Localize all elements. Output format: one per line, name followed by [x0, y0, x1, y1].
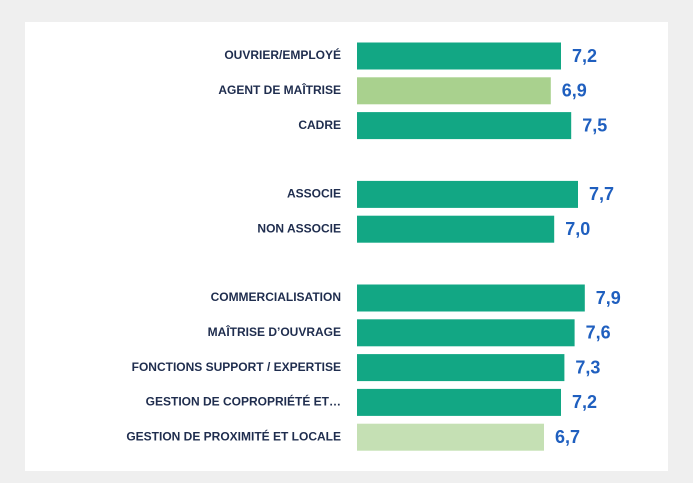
bar [357, 319, 575, 347]
value-label: 7,6 [586, 323, 611, 343]
value-label: 7,0 [565, 219, 590, 239]
bar [357, 284, 585, 312]
category-label: FONCTIONS SUPPORT / EXPERTISE [132, 360, 341, 374]
category-label: ASSOCIE [287, 187, 341, 201]
value-label: 6,7 [555, 427, 580, 447]
bar [357, 42, 561, 70]
category-label: GESTION DE PROXIMITÉ ET LOCALE [126, 428, 341, 443]
category-label: COMMERCIALISATION [211, 290, 341, 304]
value-label: 7,2 [572, 46, 597, 66]
value-label: 7,2 [572, 392, 597, 412]
category-label: NON ASSOCIE [257, 221, 341, 235]
category-label: GESTION DE COPROPRIÉTÉ ET… [146, 394, 341, 409]
value-label: 7,3 [575, 357, 600, 377]
bar [357, 112, 572, 140]
bar [357, 77, 551, 105]
category-label: MAÎTRISE D’OUVRAGE [208, 324, 341, 339]
value-label: 6,9 [562, 81, 587, 101]
category-label: OUVRIER/EMPLOYÉ [224, 47, 341, 62]
bar [357, 180, 578, 208]
value-label: 7,7 [589, 184, 614, 204]
bar [357, 388, 561, 416]
bar [357, 215, 555, 243]
value-label: 7,9 [596, 288, 621, 308]
category-label: AGENT DE MAÎTRISE [218, 82, 341, 97]
bar [357, 423, 544, 451]
category-label: CADRE [298, 118, 341, 132]
value-label: 7,5 [582, 115, 607, 135]
bar [357, 354, 565, 382]
